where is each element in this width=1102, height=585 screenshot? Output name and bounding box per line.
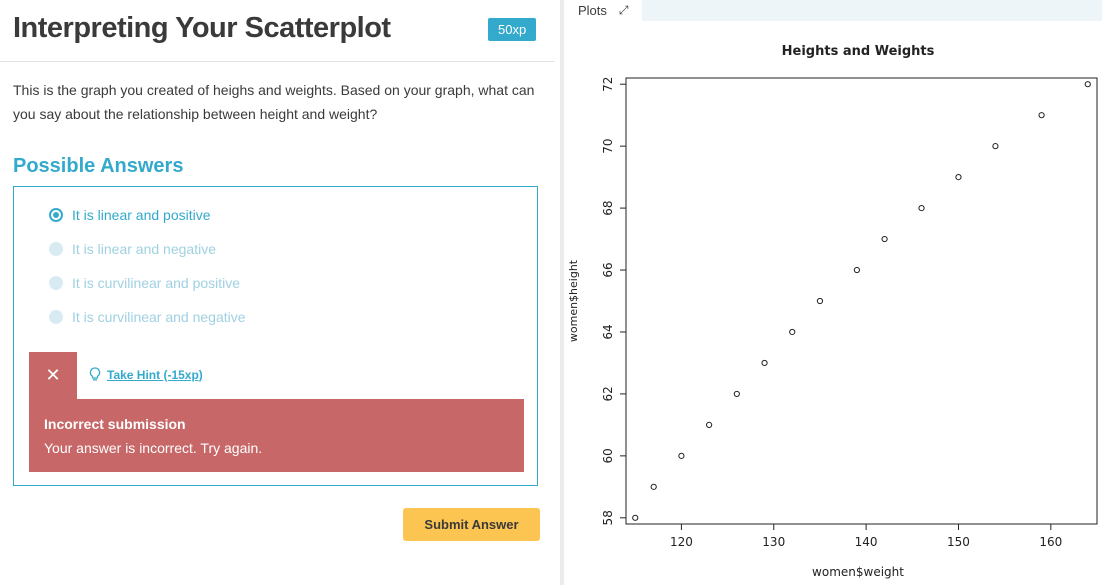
y-tick-label: 64 — [601, 324, 615, 339]
y-tick-label: 70 — [601, 138, 615, 153]
plots-tabbar: Plots ⤢ — [564, 0, 1102, 21]
data-point — [992, 143, 999, 150]
feedback-title: Incorrect submission — [44, 416, 186, 432]
take-hint-link[interactable]: Take Hint (-15xp) — [89, 367, 203, 382]
x-tick-label: 120 — [670, 535, 693, 549]
lightbulb-icon — [89, 367, 101, 381]
x-tick-label: 160 — [1039, 535, 1062, 549]
feedback-message: Your answer is incorrect. Try again. — [44, 440, 263, 456]
y-axis: 58 60 62 64 66 68 70 72 — [601, 77, 627, 525]
data-point — [733, 390, 740, 398]
data-point — [918, 204, 925, 212]
data-point — [853, 266, 860, 274]
data-point — [1084, 81, 1091, 88]
answer-option-linear-positive[interactable]: It is linear and positive — [49, 205, 211, 225]
answer-option-label: It is linear and positive — [72, 207, 211, 223]
question-text: This is the graph you created of heighs … — [13, 82, 535, 122]
answer-option-label: It is linear and negative — [72, 241, 216, 257]
radio-icon[interactable] — [49, 310, 63, 324]
x-axis-label: women$weight — [812, 565, 904, 579]
y-tick-label: 62 — [601, 386, 615, 401]
y-tick-label: 58 — [601, 510, 615, 525]
tab-plots-label: Plots — [578, 3, 607, 18]
submit-answer-button[interactable]: Submit Answer — [403, 508, 540, 541]
feedback-message-box: Incorrect submission Your answer is inco… — [29, 399, 524, 472]
plots-panel: Plots ⤢ Heights and Weights 120 130 140 150… — [564, 0, 1102, 585]
exercise-title: Interpreting Your Scatterplot — [13, 12, 391, 44]
data-point — [632, 514, 639, 521]
answer-option-label: It is curvilinear and positive — [72, 275, 241, 291]
data-point — [816, 297, 824, 305]
title-divider — [0, 61, 555, 62]
y-axis-label: women$height — [567, 259, 580, 342]
exercise-panel: Interpreting Your Scatterplot 50xp This … — [0, 12, 555, 541]
y-tick-label: 72 — [601, 77, 615, 92]
expand-icon[interactable]: ⤢ — [618, 3, 629, 17]
radio-icon[interactable] — [49, 242, 63, 256]
answer-option-linear-negative[interactable]: It is linear and negative — [49, 239, 216, 259]
tab-plots[interactable]: Plots ⤢ — [564, 0, 642, 21]
xp-badge: 50xp — [488, 18, 537, 41]
data-point — [881, 235, 888, 243]
data-point — [706, 421, 713, 428]
answers-box: It is linear and positive It is linear a… — [13, 186, 538, 486]
data-point — [678, 452, 685, 459]
data-point — [650, 483, 657, 490]
data-point — [789, 328, 796, 336]
data-point — [761, 359, 768, 367]
radio-icon[interactable] — [49, 276, 63, 290]
data-point — [955, 174, 962, 181]
take-hint-label[interactable]: Take Hint (-15xp) — [107, 367, 203, 382]
answer-option-curvilinear-positive[interactable]: It is curvilinear and positive — [49, 273, 240, 293]
x-tick-label: 130 — [762, 535, 785, 549]
chart-title: Heights and Weights — [782, 44, 935, 59]
scatter-plot: Heights and Weights 120 130 140 150 160 58 60… — [567, 44, 1098, 579]
plot-area-frame — [625, 77, 1098, 525]
x-tick-label: 150 — [947, 535, 970, 549]
y-tick-label: 66 — [601, 262, 615, 277]
radio-selected-icon[interactable] — [49, 208, 63, 222]
answer-option-curvilinear-negative[interactable]: It is curvilinear and negative — [49, 307, 246, 327]
data-points — [632, 81, 1091, 521]
possible-answers-heading: Possible Answers — [13, 155, 184, 177]
data-point — [1038, 112, 1045, 119]
y-tick-label: 60 — [601, 448, 615, 463]
close-feedback-button[interactable]: ✕ — [29, 352, 77, 399]
y-tick-label: 68 — [601, 200, 615, 215]
panel-divider[interactable] — [560, 0, 564, 585]
x-axis: 120 130 140 150 160 — [670, 523, 1062, 549]
answer-option-label: It is curvilinear and negative — [72, 309, 246, 325]
x-tick-label: 140 — [855, 535, 878, 549]
